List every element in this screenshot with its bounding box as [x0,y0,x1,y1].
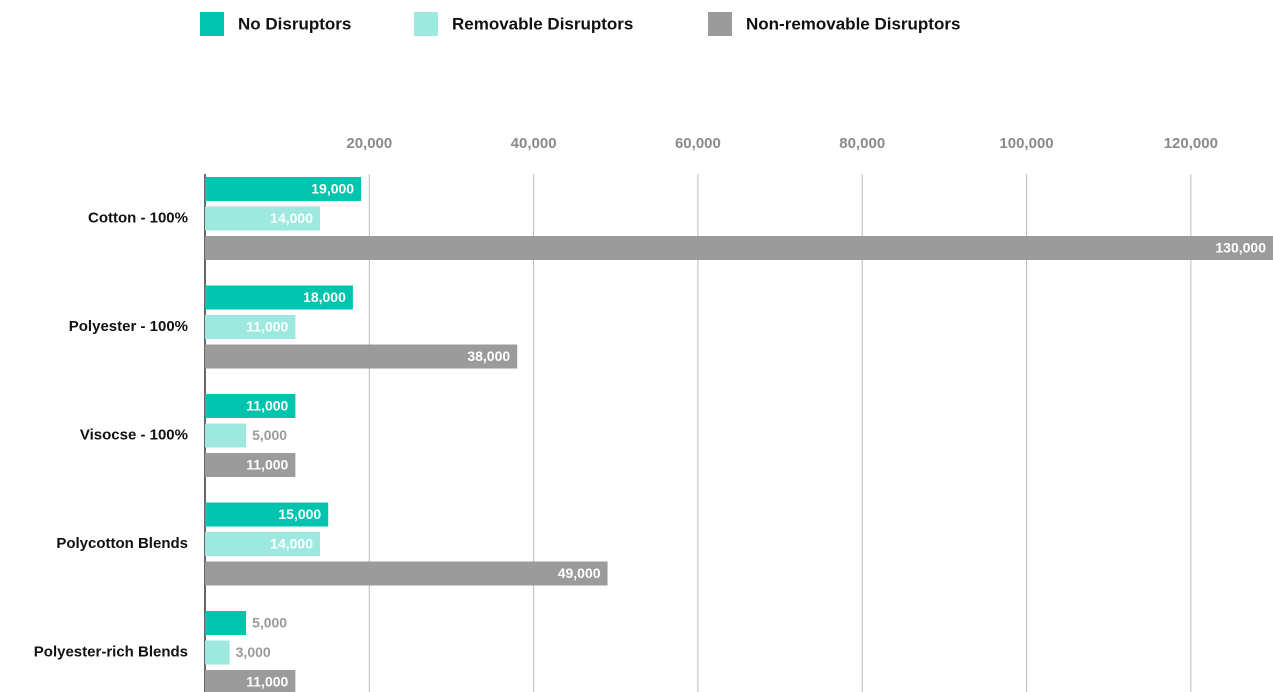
value-label: 18,000 [303,289,346,305]
x-tick-label: 100,000 [999,135,1053,152]
legend-label: No Disruptors [238,14,351,33]
bar [205,206,321,231]
value-label: 15,000 [278,506,321,522]
legend-swatch [200,12,224,36]
bar [205,394,296,418]
value-label: 14,000 [270,536,313,552]
legend-label: Non-removable Disruptors [746,14,960,33]
bar [205,453,296,477]
x-tick-label: 120,000 [1164,135,1218,152]
value-label: 3,000 [236,644,271,660]
bar [205,561,608,586]
legend-swatch [414,12,438,36]
bar [205,236,1273,260]
value-label: 130,000 [1215,240,1266,256]
bar [205,611,247,635]
legend-swatch [708,12,732,36]
bar [205,670,296,692]
x-tick-label: 80,000 [839,135,885,152]
x-tick-label: 40,000 [511,135,557,152]
category-label: Polyester - 100% [69,318,188,335]
value-label: 38,000 [467,348,510,364]
bar [205,177,362,201]
bar [205,423,247,448]
bar [205,640,230,665]
value-label: 11,000 [246,457,288,473]
value-label: 5,000 [252,427,287,443]
value-label: 49,000 [558,565,601,581]
x-tick-label: 60,000 [675,135,721,152]
value-label: 5,000 [252,615,287,631]
category-label: Polyester-rich Blends [34,643,188,660]
category-label: Cotton - 100% [88,209,188,226]
bar [205,502,329,527]
category-label: Visocse - 100% [80,426,188,443]
bar [205,315,296,339]
bar [205,344,518,369]
legend-label: Removable Disruptors [452,14,633,33]
value-label: 11,000 [246,674,288,690]
value-label: 19,000 [311,181,354,197]
value-label: 11,000 [246,319,288,335]
value-label: 11,000 [246,398,288,414]
bar [205,532,321,556]
value-label: 14,000 [270,210,313,226]
x-tick-label: 20,000 [346,135,392,152]
category-label: Polycotton Blends [56,535,188,552]
grid [368,174,1192,692]
bar [205,285,353,310]
